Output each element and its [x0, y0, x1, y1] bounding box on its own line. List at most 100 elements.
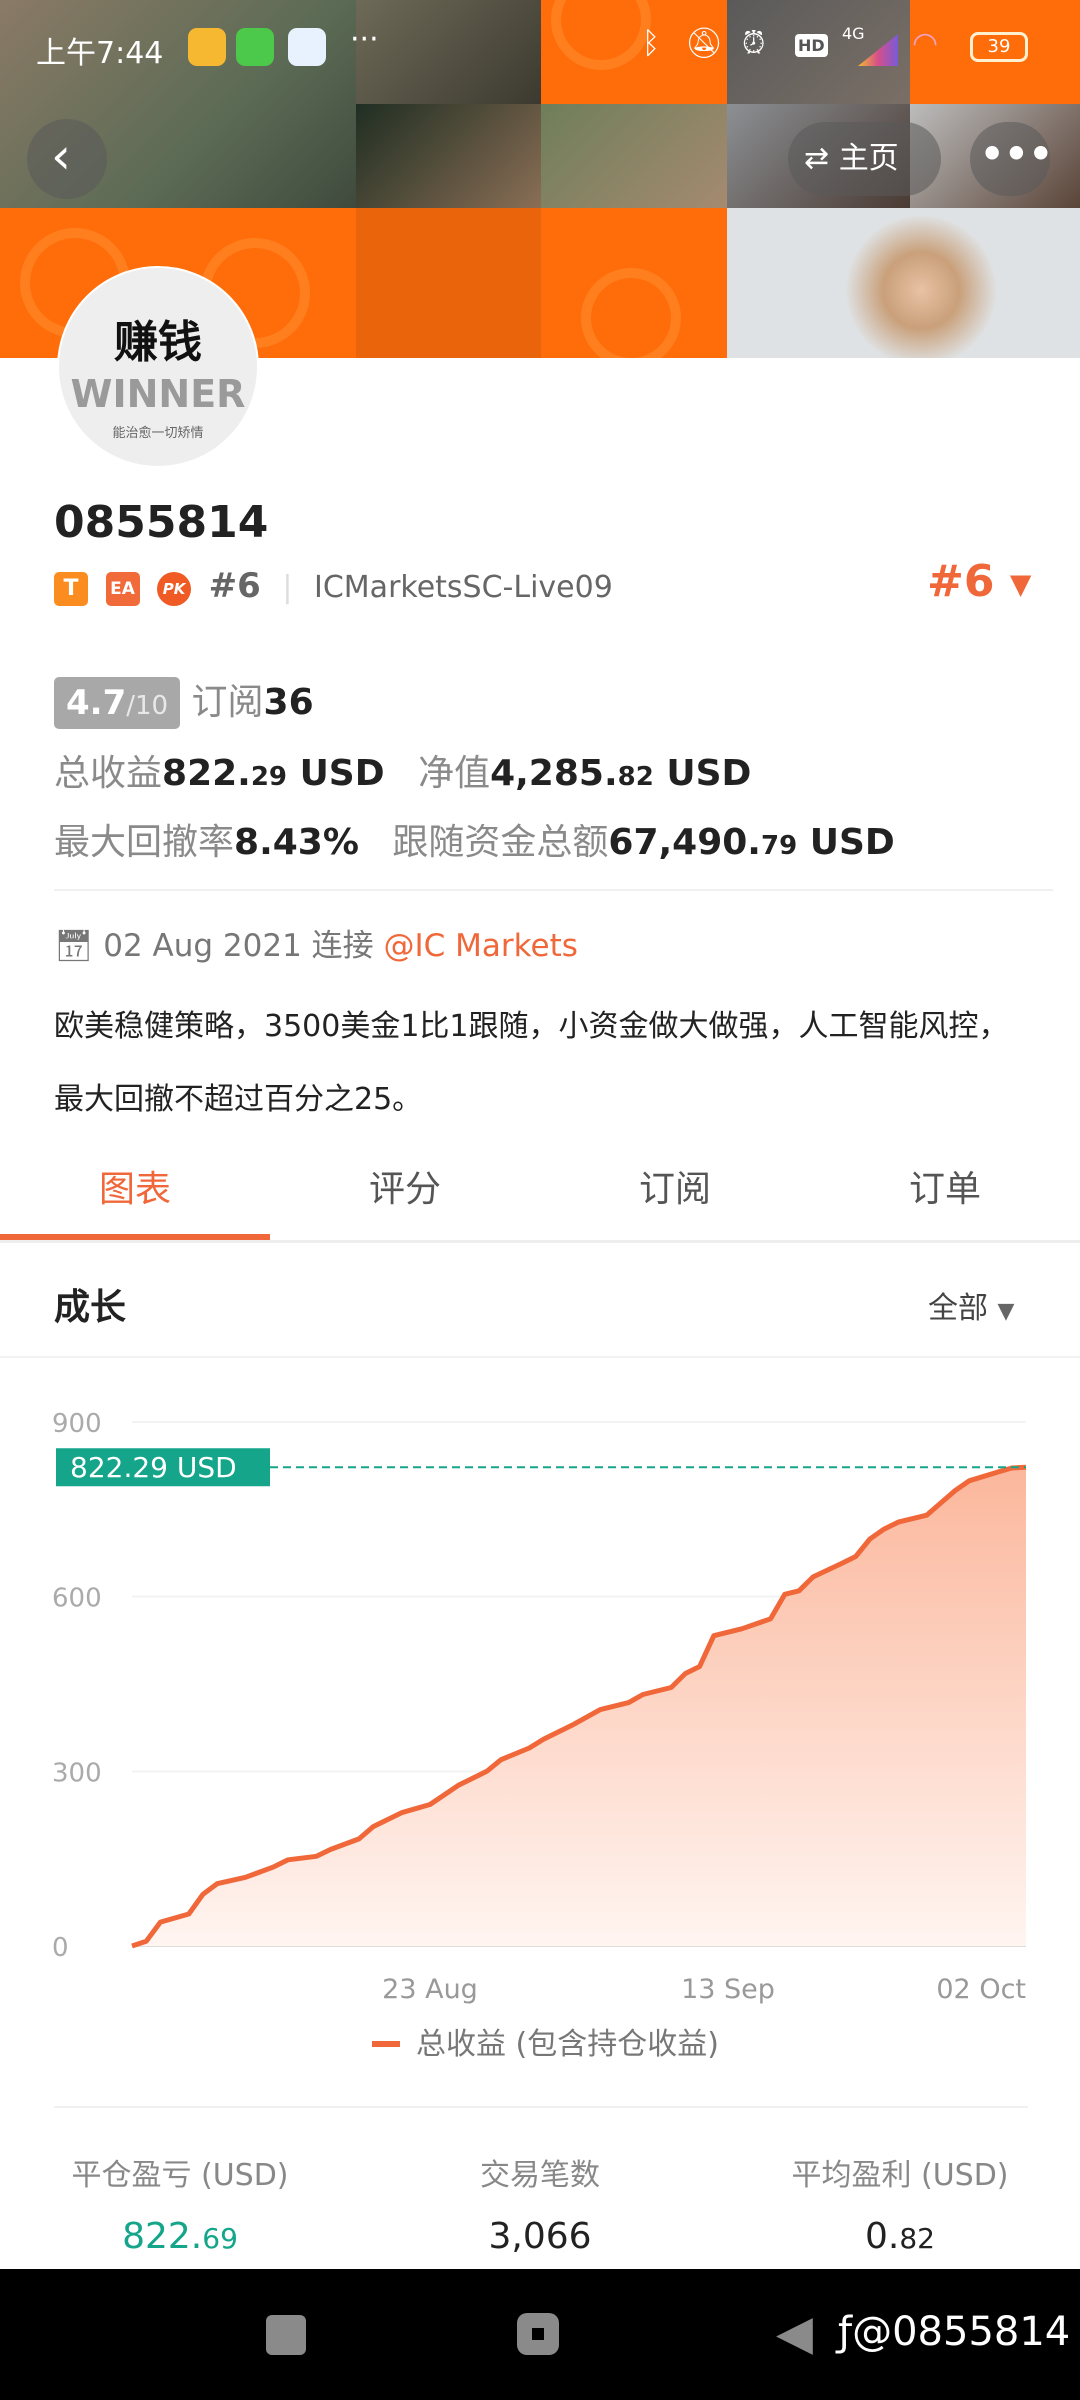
rating-badge: 4.7/10	[54, 677, 181, 729]
shield-icon	[236, 28, 274, 66]
growth-line	[131, 1464, 1027, 1949]
legend-label[interactable]: 总收益 (包含持仓收益)	[416, 2027, 719, 2062]
network-type: 4G	[842, 24, 865, 43]
stat-label: 平均盈利 (USD)	[791, 2158, 1009, 2193]
status-bar: 上午7:44 ··· ᛒ 🔕︎ ⏰︎ HD 4G ◠ 39	[0, 0, 1080, 95]
tab-indicator	[0, 1234, 270, 1240]
stat-trade-count: 交易笔数 3,066	[360, 2150, 720, 2257]
alarm-icon: ⏰︎	[742, 26, 766, 61]
tab-subscribe[interactable]: 订阅	[638, 1169, 711, 1210]
subscribe-count: 36	[263, 682, 314, 723]
mute-icon: 🔕︎	[685, 26, 724, 61]
rating-row: 4.7/10 订阅36	[54, 673, 314, 729]
divider	[54, 889, 1053, 891]
weibo-icon	[188, 28, 226, 66]
home-button[interactable]: ⇄ 主页	[788, 122, 941, 196]
banner-photo	[541, 104, 727, 208]
badge-t: T	[54, 571, 88, 606]
hd-icon: HD	[795, 34, 828, 57]
battery-icon: 39	[970, 32, 1028, 62]
range-filter[interactable]: 全部 ▼	[928, 1283, 1014, 1327]
banner-photo	[356, 0, 541, 104]
account-name: 0855814	[54, 497, 269, 548]
badge-row: T EA PK #6 | ICMarketsSC-Live09	[54, 566, 613, 606]
more-button[interactable]: •••	[970, 122, 1053, 196]
rank-label: #6	[208, 566, 261, 606]
strategy-description: 欧美稳健策略，3500美金1比1跟随，小资金做大做强，人工智能风控，最大回撤不超…	[54, 1009, 1009, 1117]
home-nav-icon[interactable]	[517, 2313, 559, 2355]
avatar-logo-text: 赚钱	[114, 317, 202, 368]
tab-orders[interactable]: 订单	[908, 1169, 981, 1210]
caret-down-icon: ▼	[1009, 567, 1032, 601]
connect-date: 02 Aug 2021	[103, 928, 302, 964]
stat-value: 822.69	[122, 2216, 238, 2257]
follow-label: 跟随资金总额	[392, 822, 609, 863]
drawdown-value: 8.43%	[234, 822, 359, 863]
tab-border	[0, 1240, 1080, 1243]
back-button[interactable]: ‹	[27, 119, 107, 199]
browser-icon	[288, 28, 326, 66]
tab-chart[interactable]: 图表	[98, 1169, 171, 1210]
stat-avg-profit: 平均盈利 (USD) 0.82	[720, 2150, 1080, 2257]
more-dots-icon: ···	[350, 22, 379, 57]
y-tick-label: 600	[52, 1584, 102, 1614]
banner-photo	[727, 208, 1080, 358]
stat-value: 3,066	[488, 2216, 592, 2257]
follow-value: 67,490.79 USD	[608, 822, 895, 863]
x-tick-label: 13 Sep	[681, 1974, 775, 2005]
rank-dropdown[interactable]: #6 ▼	[927, 556, 1031, 607]
menu-icon[interactable]	[266, 2315, 306, 2355]
fire-pk-icon: PK	[157, 571, 192, 606]
swap-icon: ⇄	[804, 141, 830, 176]
stat-value: 0.82	[865, 2216, 935, 2257]
connect-label: 连接	[311, 928, 374, 964]
stat-closed-pnl: 平仓盈亏 (USD) 822.69	[0, 2150, 360, 2257]
drawdown-row: 最大回撤率8.43% 跟随资金总额67,490.79 USD	[54, 813, 895, 865]
divider	[0, 1356, 1080, 1358]
divider	[54, 2106, 1028, 2108]
wifi-icon: ◠	[912, 26, 939, 61]
connect-row: 📅︎ 02 Aug 2021 连接 @IC Markets	[54, 920, 578, 965]
profit-row: 总收益822.29 USD 净值4,285.82 USD	[54, 744, 751, 796]
x-tick-label: 02 Oct	[936, 1974, 1026, 2005]
growth-area	[132, 1467, 1026, 1946]
current-value-tag	[56, 1448, 270, 1487]
broker-link[interactable]: @IC Markets	[383, 928, 578, 964]
divider: |	[282, 570, 293, 605]
stat-label: 平仓盈亏 (USD)	[71, 2158, 289, 2193]
equity-label: 净值	[418, 753, 491, 794]
calendar-icon: 📅︎	[54, 928, 94, 964]
server-name: ICMarketsSC-Live09	[314, 570, 613, 605]
section-title: 成长	[54, 1287, 127, 1328]
system-nav-bar: ◀ ƒ@0855814	[0, 2269, 1080, 2400]
chevron-left-icon: ‹	[51, 127, 71, 185]
status-time: 上午7:44	[36, 36, 164, 71]
back-nav-icon[interactable]: ◀	[776, 2305, 813, 2361]
badge-ea: EA	[105, 571, 140, 606]
avatar-logo-text: WINNER	[70, 372, 246, 416]
avatar[interactable]: 赚钱 WINNER 能治愈一切矫情	[57, 266, 259, 468]
rank-right: #6	[927, 556, 995, 607]
y-tick-label: 0	[52, 1933, 69, 1963]
current-value-label: 822.29 USD	[70, 1451, 237, 1484]
drawdown-label: 最大回撤率	[54, 822, 235, 863]
total-profit-value: 822.29 USD	[162, 753, 385, 794]
x-tick-label: 23 Aug	[382, 1974, 478, 2005]
caret-down-icon: ▼	[997, 1299, 1015, 1324]
bluetooth-icon: ᛒ	[642, 26, 660, 61]
range-filter-label: 全部	[928, 1291, 988, 1326]
tab-rating[interactable]: 评分	[368, 1169, 441, 1210]
brand-logo-icon: ƒ	[838, 2309, 853, 2355]
watermark: ƒ@0855814	[838, 2309, 1071, 2355]
equity-value: 4,285.82 USD	[490, 753, 752, 794]
home-label: 主页	[838, 141, 899, 176]
y-tick-label: 900	[52, 1409, 102, 1439]
y-tick-label: 300	[52, 1758, 102, 1788]
stat-label: 交易笔数	[480, 2158, 600, 2193]
total-profit-label: 总收益	[54, 753, 163, 794]
banner-photo	[356, 104, 541, 208]
subscribe-label: 订阅	[191, 682, 264, 723]
avatar-logo-text: 能治愈一切矫情	[112, 426, 204, 441]
more-dots-icon: •••	[980, 132, 1053, 176]
